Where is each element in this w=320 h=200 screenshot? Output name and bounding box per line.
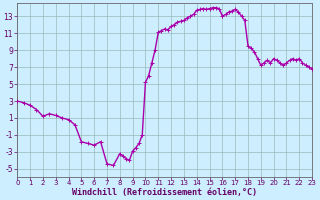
X-axis label: Windchill (Refroidissement éolien,°C): Windchill (Refroidissement éolien,°C) (72, 188, 257, 197)
